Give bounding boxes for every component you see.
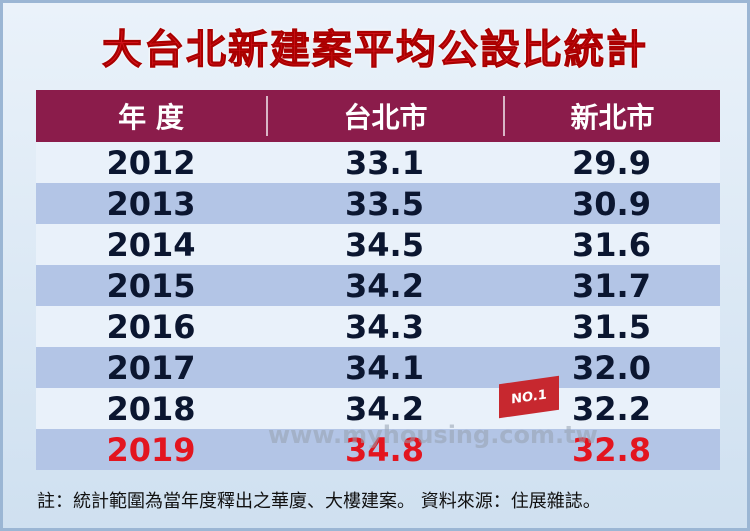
table-cell: 32.0: [572, 348, 651, 387]
header-cell: 台北市: [266, 96, 503, 136]
table-row: 2016 34.3 31.5: [36, 306, 720, 347]
header-row: 年 度 台北市 新北市: [36, 90, 720, 142]
table-cell: 34.1: [345, 348, 424, 387]
table-row: 2015 34.2 31.7: [36, 265, 720, 306]
table-row: 2019 34.8 32.8: [36, 429, 720, 470]
header-cell: 新北市: [503, 96, 720, 136]
table-cell: 33.1: [345, 143, 424, 182]
table-cell: 34.2: [345, 389, 424, 428]
table-cell: 2019: [106, 430, 196, 469]
table-row: 2013 33.5 30.9: [36, 183, 720, 224]
title: 大台北新建案平均公設比統計: [102, 27, 648, 74]
table-cell: 34.8: [345, 430, 424, 469]
watermark: www.myhousing.com.tw: [268, 421, 598, 449]
table-row: 2014 34.5 31.6: [36, 224, 720, 265]
table-cell: 34.3: [345, 307, 424, 346]
note: 註：統計範圍為當年度釋出之華廈、大樓建案。 資料來源：住展雜誌。: [37, 491, 601, 512]
table-cell: 2018: [106, 389, 196, 428]
table-cell: 2016: [106, 307, 196, 346]
table-cell: 31.5: [572, 307, 651, 346]
table-cell: 31.7: [572, 266, 651, 305]
table-cell: 33.5: [345, 184, 424, 223]
table-cell: 2015: [106, 266, 196, 305]
table: 年 度 台北市 新北市 2012 33.1 29.9 2013 33.5 30.9 2014 34.…: [36, 90, 720, 470]
table-cell: 2012: [106, 143, 196, 182]
table-cell: 32.8: [572, 430, 651, 469]
table-cell: 2013: [106, 184, 196, 223]
table-cell: 34.2: [345, 266, 424, 305]
table-cell: 29.9: [572, 143, 651, 182]
header-cell: 年 度: [118, 101, 184, 134]
table-cell: 2017: [106, 348, 196, 387]
table-cell: 32.2: [572, 389, 651, 428]
table-row: 2012 33.1 29.9: [36, 142, 720, 183]
table-cell: 2014: [106, 225, 196, 264]
table-cell: 30.9: [572, 184, 651, 223]
table-row: 2018 34.2 32.2: [36, 388, 720, 429]
table-cell: 31.6: [572, 225, 651, 264]
table-row: 2017 34.1 32.0: [36, 347, 720, 388]
table-cell: 34.5: [345, 225, 424, 264]
